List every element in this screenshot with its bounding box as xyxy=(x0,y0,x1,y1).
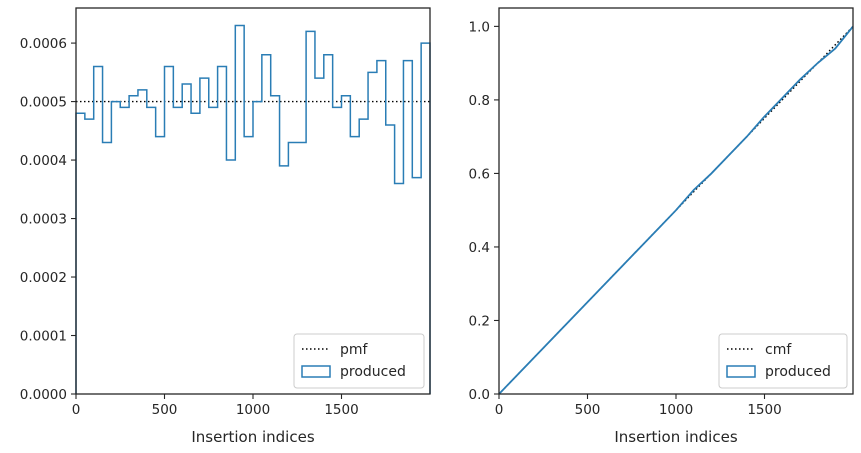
histogram-bin xyxy=(253,102,262,394)
histogram-bin xyxy=(156,137,165,394)
histogram-bin xyxy=(173,107,182,394)
cmf-line-panel: 0 500 1000 1500 0.0 0.2 0.4 0.6 0.8 1.0 Insertion … xyxy=(469,7,854,446)
histogram-bin xyxy=(76,113,85,394)
histogram-bin xyxy=(218,66,227,394)
x-tick-label: 500 xyxy=(575,402,601,418)
y-tick-label: 0.4 xyxy=(469,240,490,256)
y-tick-label: 0.2 xyxy=(469,313,490,329)
y-tick-label: 0.0005 xyxy=(20,95,67,111)
histogram-bin xyxy=(235,26,244,394)
legend-produced-label: produced xyxy=(765,364,831,380)
x-tick-label: 1500 xyxy=(324,402,358,418)
histogram-bin xyxy=(244,137,253,394)
histogram-bin xyxy=(85,119,94,394)
y-tick-label: 0.0001 xyxy=(20,329,67,345)
produced-step-histogram xyxy=(75,24,431,394)
y-tick-label: 0.0000 xyxy=(20,387,67,403)
y-tick-label: 0.0003 xyxy=(20,212,67,228)
legend-box xyxy=(718,333,848,389)
histogram-bin xyxy=(226,160,235,394)
histogram-bin xyxy=(182,84,191,394)
legend-produced-swatch xyxy=(301,365,331,378)
histogram-bin xyxy=(165,66,174,394)
histogram-bin xyxy=(191,113,200,394)
histogram-bin xyxy=(209,107,218,394)
y-tick-label: 0.0002 xyxy=(20,270,67,286)
histogram-bin xyxy=(200,78,209,394)
histogram-bin xyxy=(271,96,280,394)
legend-reference-label: cmf xyxy=(765,342,792,358)
x-axis-label: Insertion indices xyxy=(191,428,314,446)
histogram-bin xyxy=(103,143,112,394)
y-tick-label: 1.0 xyxy=(469,19,490,35)
y-tick-label: 0.8 xyxy=(469,93,490,109)
histogram-bin xyxy=(280,166,289,394)
pmf-histogram-panel: 0 500 1000 1500 0.0000 0.0001 0.0002 0.0003 0.00… xyxy=(20,7,431,446)
x-tick-label: 1000 xyxy=(659,402,693,418)
x-tick-label: 0 xyxy=(72,402,81,418)
x-tick-label: 1000 xyxy=(236,402,270,418)
x-tick-label: 0 xyxy=(495,402,504,418)
legend-produced-label: produced xyxy=(340,364,406,380)
legend-reference-label: pmf xyxy=(340,342,369,358)
histogram-bin xyxy=(120,107,129,394)
histogram-bin xyxy=(147,107,156,394)
histogram-bin xyxy=(129,96,138,394)
legend-box xyxy=(293,333,425,389)
histogram-bin xyxy=(138,90,147,394)
histogram-bin xyxy=(262,55,271,394)
histogram-bin xyxy=(111,102,120,394)
x-tick-label: 500 xyxy=(152,402,178,418)
y-tick-label: 0.0 xyxy=(469,387,490,403)
legend: cmf produced xyxy=(718,333,848,389)
y-tick-label: 0.0004 xyxy=(20,153,67,169)
y-tick-label: 0.0006 xyxy=(20,36,67,52)
x-tick-label: 1500 xyxy=(747,402,781,418)
y-tick-label: 0.6 xyxy=(469,166,490,182)
legend-produced-swatch xyxy=(726,365,756,378)
x-axis-label: Insertion indices xyxy=(614,428,737,446)
histogram-bin xyxy=(94,66,103,394)
legend: pmf produced xyxy=(293,333,425,389)
